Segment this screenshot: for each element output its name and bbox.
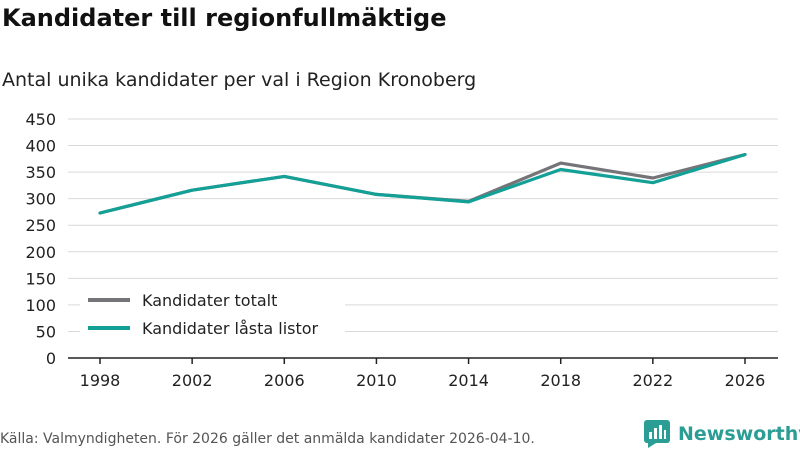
- y-axis-ticks: 0 50 100 150 200 250 300 350 400 450: [25, 110, 56, 368]
- x-tick-label: 2010: [356, 371, 397, 390]
- y-tick-label: 450: [25, 110, 56, 129]
- x-tick-label: 2006: [264, 371, 305, 390]
- x-axis-ticks: 1998 2002 2006 2010 2014 2018 2022 2026: [80, 358, 766, 390]
- y-tick-label: 50: [36, 322, 56, 341]
- y-tick-label: 300: [25, 190, 56, 209]
- y-tick-label: 350: [25, 163, 56, 182]
- legend: Kandidater totalt Kandidater låsta listor: [80, 285, 345, 343]
- x-tick-label: 2022: [632, 371, 673, 390]
- chart-title: Kandidater till regionfullmäktige: [2, 4, 447, 32]
- series-line-lasta-listor: [98, 153, 747, 215]
- x-tick-label: 2018: [540, 371, 581, 390]
- y-tick-label: 150: [25, 269, 56, 288]
- series-lines: [98, 153, 747, 215]
- legend-background: [80, 285, 345, 343]
- legend-label: Kandidater låsta listor: [142, 319, 319, 338]
- y-tick-label: 250: [25, 216, 56, 235]
- legend-label: Kandidater totalt: [142, 291, 277, 310]
- y-tick-label: 0: [46, 349, 56, 368]
- y-tick-label: 400: [25, 137, 56, 156]
- brand: Newsworthy: [644, 420, 800, 448]
- line-chart: 0 50 100 150 200 250 300 350 400 450 1998 2002 2006…: [25, 110, 778, 390]
- source-note: Källa: Valmyndigheten. För 2026 gäller d…: [0, 431, 535, 447]
- x-tick-label: 2014: [448, 371, 489, 390]
- bar-chart-logo-icon: [644, 420, 670, 448]
- chart-subtitle: Antal unika kandidater per val i Region …: [2, 69, 477, 91]
- series-line-totalt: [98, 153, 747, 215]
- x-tick-label: 2026: [725, 371, 766, 390]
- y-tick-label: 100: [25, 296, 56, 315]
- x-tick-label: 2002: [172, 371, 213, 390]
- x-tick-label: 1998: [80, 371, 121, 390]
- y-tick-label: 200: [25, 243, 56, 262]
- brand-name: Newsworthy: [678, 423, 800, 445]
